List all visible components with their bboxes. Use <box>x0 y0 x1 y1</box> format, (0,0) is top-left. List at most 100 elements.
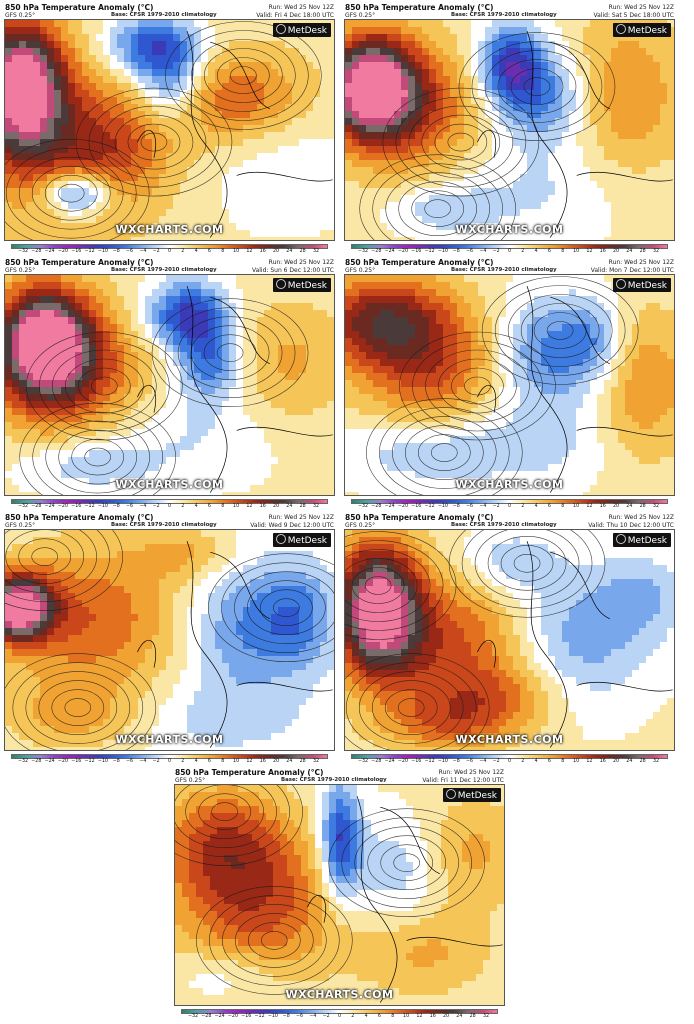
watermark: WXCHARTS.COM <box>115 478 224 491</box>
colorbar-tick: 12 <box>246 249 253 254</box>
colorbar-tick: 8 <box>221 504 225 509</box>
colorbar-tick: −32 <box>357 249 369 254</box>
colorbar-tick: −2 <box>492 249 500 254</box>
panel-header: 850 hPa Temperature Anomaly (°C) GFS 0.25… <box>343 513 676 535</box>
colorbar-tick: 28 <box>299 504 306 509</box>
globe-icon <box>275 24 286 34</box>
colorbar-tick: 0 <box>167 759 172 764</box>
colorbar-tick: −24 <box>214 1014 225 1019</box>
colorbar-tick: 4 <box>534 249 538 254</box>
panel-title: 850 hPa Temperature Anomaly (°C) <box>345 513 494 522</box>
panel-title: 850 hPa Temperature Anomaly (°C) <box>5 3 154 12</box>
isobars <box>5 21 322 240</box>
colorbar-tick: 32 <box>482 1014 490 1019</box>
brand-label: MetDesk <box>627 536 667 546</box>
colorbar-tick: 10 <box>573 759 580 764</box>
model-label: GFS 0.25° <box>345 12 376 19</box>
colorbar-ticks: −32 −28 −24 −20 −16 −12 −10 −8 −6 −4 −2 0 2 4 6 8 10 12 16… <box>11 504 328 512</box>
chart-panel: 850 hPa Temperature Anomaly (°C) GFS 0.25… <box>343 258 676 510</box>
isobars <box>359 32 616 240</box>
colorbar-tick: −32 <box>357 759 369 764</box>
panel-header: 850 hPa Temperature Anomaly (°C) GFS 0.25… <box>343 258 676 280</box>
chart-panel: 850 hPa Temperature Anomaly (°C) GFS 0.25… <box>3 258 336 510</box>
run-label: Run: Wed 25 Nov 12Z <box>268 259 334 266</box>
colorbar-tick: 2 <box>351 1014 355 1019</box>
colorbar-tick: −2 <box>152 249 160 254</box>
anomaly-map: MetDesk WXCHARTS.COM <box>344 274 675 496</box>
valid-label: Valid: Thu 10 Dec 12:00 UTC <box>588 522 674 529</box>
globe-icon <box>275 279 286 289</box>
colorbar-tick: −10 <box>97 249 108 254</box>
coastline <box>307 795 503 1003</box>
metdesk-logo: MetDesk <box>612 278 671 292</box>
colorbar-tick: 0 <box>507 504 512 509</box>
metdesk-logo: MetDesk <box>272 278 331 292</box>
brand-label: MetDesk <box>287 281 327 291</box>
run-label: Run: Wed 25 Nov 12Z <box>608 259 674 266</box>
model-label: GFS 0.25° <box>345 267 376 274</box>
colorbar-tick: −24 <box>44 249 55 254</box>
colorbar-tick: 24 <box>456 1014 463 1019</box>
colorbar-tick: 4 <box>194 249 198 254</box>
colorbar-tick: 8 <box>561 504 565 509</box>
colorbar-tick: 2 <box>181 759 185 764</box>
colorbar-tick: 10 <box>573 249 580 254</box>
colorbar-tick: 24 <box>626 759 633 764</box>
colorbar-tick: −4 <box>479 504 487 509</box>
colorbar-tick: −16 <box>71 504 82 509</box>
colorbar-tick: −32 <box>17 759 29 764</box>
anomaly-map: MetDesk WXCHARTS.COM <box>174 784 505 1006</box>
panel-header: 850 hPa Temperature Anomaly (°C) GFS 0.25… <box>173 768 506 790</box>
globe-icon <box>445 789 456 799</box>
colorbar-tick: 12 <box>246 759 253 764</box>
run-label: Run: Wed 25 Nov 12Z <box>438 769 504 776</box>
colorbar-tick: 28 <box>639 249 646 254</box>
colorbar-tick: −6 <box>465 249 474 254</box>
colorbar-tick: −6 <box>125 759 134 764</box>
colorbar-tick: −6 <box>465 759 474 764</box>
metdesk-logo: MetDesk <box>272 533 331 547</box>
colorbar <box>351 754 668 759</box>
colorbar-tick: −2 <box>492 759 500 764</box>
coastline <box>137 285 333 493</box>
colorbar-tick: −12 <box>424 759 435 764</box>
colorbar-ticks: −32 −28 −24 −20 −16 −12 −10 −8 −6 −4 −2 0 2 4 6 8 10 12 16… <box>351 759 668 767</box>
colorbar-tick: 8 <box>561 249 565 254</box>
colorbar-tick: 24 <box>286 504 293 509</box>
colorbar-tick: −16 <box>71 249 82 254</box>
colorbar-tick: −16 <box>411 504 422 509</box>
colorbar-tick: 8 <box>221 249 225 254</box>
colorbar-tick: −32 <box>357 504 369 509</box>
colorbar <box>351 499 668 504</box>
metdesk-logo: MetDesk <box>612 23 671 37</box>
model-label: GFS 0.25° <box>5 522 36 529</box>
colorbar-tick: 0 <box>167 249 172 254</box>
valid-label: Valid: Mon 7 Dec 12:00 UTC <box>590 267 674 274</box>
metdesk-logo: MetDesk <box>272 23 331 37</box>
model-label: GFS 0.25° <box>175 777 206 784</box>
colorbar-tick: −16 <box>241 1014 252 1019</box>
isobars <box>345 530 606 750</box>
colorbar <box>351 244 668 249</box>
watermark: WXCHARTS.COM <box>455 733 564 746</box>
colorbar-tick: −2 <box>322 1014 330 1019</box>
coastline <box>137 30 333 238</box>
colorbar-tick: −10 <box>97 759 108 764</box>
colorbar-tick: 28 <box>299 249 306 254</box>
colorbar-tick: 16 <box>599 504 606 509</box>
colorbar-tick: −20 <box>397 759 409 764</box>
watermark: WXCHARTS.COM <box>115 733 224 746</box>
colorbar-tick: −6 <box>125 504 134 509</box>
valid-label: Valid: Sun 6 Dec 12:00 UTC <box>251 267 334 274</box>
colorbar-tick: −20 <box>397 504 409 509</box>
colorbar-tick: −10 <box>437 249 448 254</box>
colorbar-tick: −20 <box>57 249 69 254</box>
isobars <box>175 785 485 995</box>
colorbar-tick: 4 <box>534 759 538 764</box>
colorbar-tick: 6 <box>207 759 211 764</box>
colorbar-tick: 20 <box>442 1014 450 1019</box>
colorbar-tick: −24 <box>44 759 55 764</box>
colorbar-tick: −8 <box>452 504 460 509</box>
model-label: GFS 0.25° <box>345 522 376 529</box>
colorbar-tick: 28 <box>639 504 646 509</box>
